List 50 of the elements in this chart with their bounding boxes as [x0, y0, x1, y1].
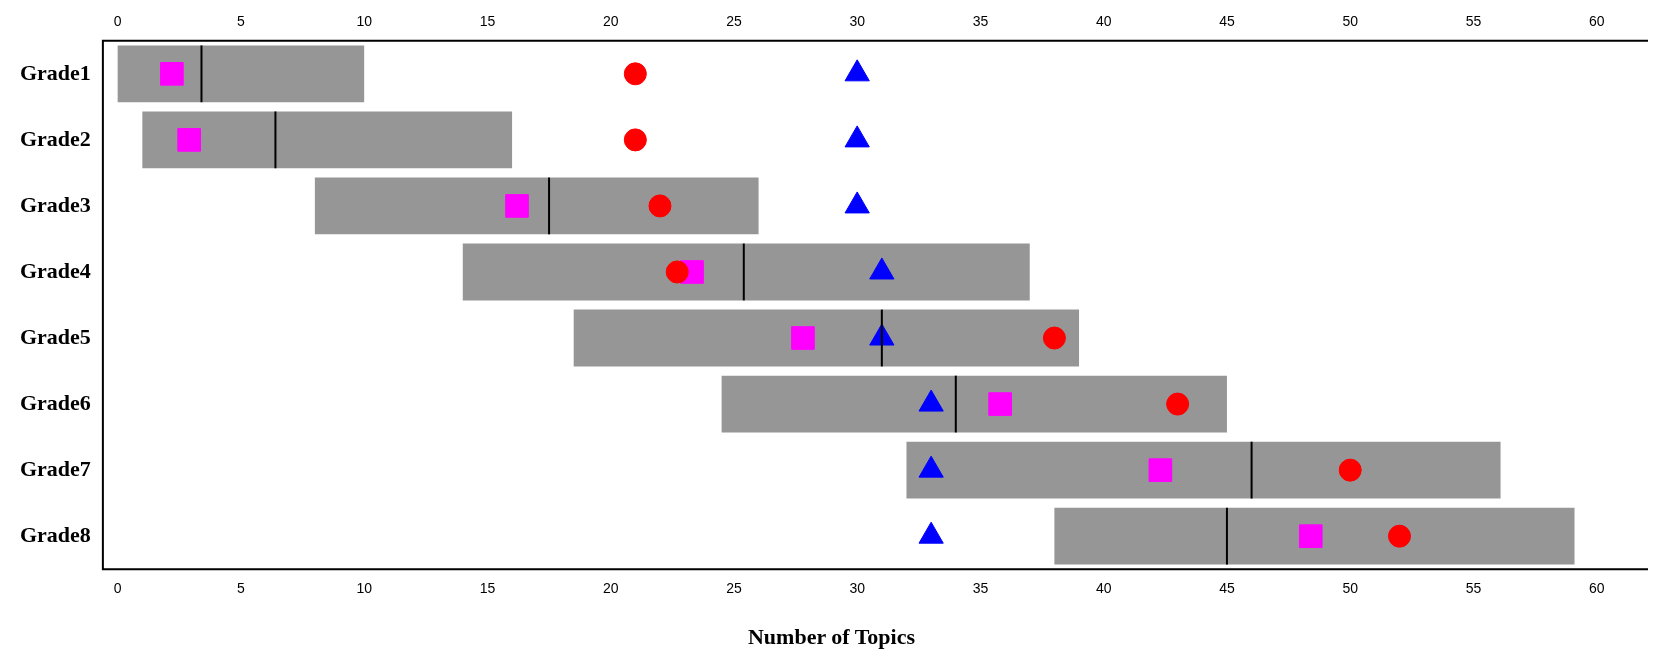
x-tick-label: 15	[479, 13, 496, 30]
x2-tick-label: 30	[849, 580, 866, 597]
y-tick-label: Grade5	[19, 323, 91, 349]
point	[1042, 326, 1066, 350]
x-tick-label: 5	[237, 13, 246, 30]
x-tick-label: 20	[602, 13, 619, 30]
x2-tick-label: 55	[1465, 580, 1482, 597]
point	[988, 392, 1012, 416]
y-tick-label: Grade7	[19, 455, 91, 481]
y-tick-label: Grade3	[19, 191, 91, 217]
point	[177, 128, 201, 152]
point	[505, 194, 529, 218]
y-tick-label: Grade4	[19, 257, 91, 283]
x2-tick-label: 15	[479, 580, 496, 597]
point	[160, 62, 184, 86]
y-tick-label: Grade8	[19, 521, 91, 547]
x2-tick-label: 60	[1588, 580, 1605, 597]
x-axis-title: Number of Topics	[746, 624, 917, 650]
point	[1338, 458, 1362, 482]
y-tick-label: Grade2	[19, 125, 91, 151]
point	[1148, 458, 1173, 482]
x2-tick-label: 5	[237, 580, 246, 597]
x2-tick-label: 0	[113, 580, 122, 597]
x-tick-label: 35	[972, 13, 989, 30]
x2-tick-label: 35	[972, 580, 989, 597]
x2-tick-label: 25	[726, 580, 742, 597]
x-tick-label: 40	[1095, 13, 1112, 30]
point	[1387, 524, 1411, 548]
x-tick-label: 60	[1588, 13, 1605, 30]
x2-tick-label: 45	[1219, 580, 1235, 597]
point	[623, 128, 647, 152]
x2-tick-label: 40	[1095, 580, 1112, 597]
point	[623, 62, 647, 86]
point	[1166, 392, 1190, 416]
x-tick-label: 10	[356, 13, 373, 30]
x-tick-label: 25	[726, 13, 742, 30]
point	[1298, 524, 1323, 548]
y-tick-label: Grade1	[19, 59, 91, 85]
point	[665, 260, 689, 284]
x-tick-label: 0	[113, 13, 122, 30]
x-tick-label: 30	[849, 13, 866, 30]
x-tick-label: 45	[1219, 13, 1235, 30]
x2-tick-label: 20	[602, 580, 619, 597]
y-tick-label: Grade6	[19, 389, 91, 415]
x2-tick-label: 50	[1342, 580, 1359, 597]
x-tick-label: 50	[1342, 13, 1359, 30]
point	[648, 194, 672, 218]
x2-tick-label: 10	[356, 580, 373, 597]
x-tick-label: 55	[1465, 13, 1482, 30]
point	[791, 326, 815, 350]
